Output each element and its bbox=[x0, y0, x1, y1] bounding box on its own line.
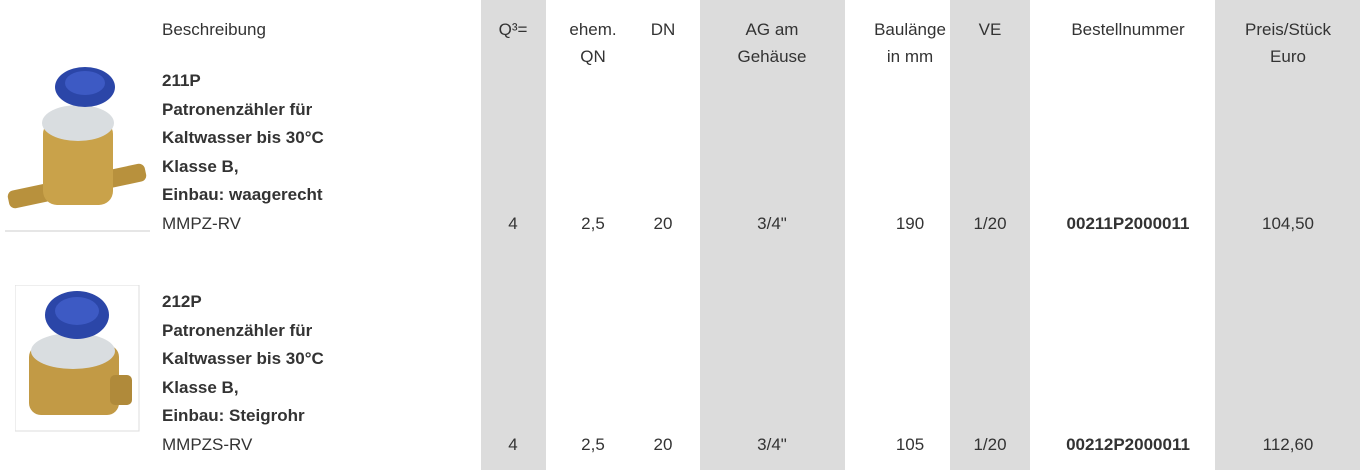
cell-text: Gehäuse bbox=[737, 47, 807, 66]
cell-text: ehem. bbox=[569, 20, 617, 39]
cell-text: Preis/Stück bbox=[1245, 20, 1331, 39]
cell-text: 2,5 bbox=[581, 434, 605, 454]
cell-text: Bestellnummer bbox=[1071, 20, 1185, 39]
column-shade bbox=[700, 0, 845, 470]
cell-text: Euro bbox=[1270, 47, 1306, 66]
cell-text: 212P bbox=[162, 292, 202, 311]
cell-text: Einbau: waagerecht bbox=[162, 185, 323, 204]
cell-text: Baulänge bbox=[874, 20, 946, 39]
cell-text: 104,50 bbox=[1262, 213, 1314, 233]
cell-text: 00211P2000011 bbox=[1066, 213, 1190, 233]
column-shade bbox=[1215, 0, 1360, 470]
cell-text: DN bbox=[650, 20, 676, 39]
cell-text: VE bbox=[978, 20, 1002, 39]
cell-text: AG am bbox=[745, 20, 799, 39]
cell-text: Klasse B, bbox=[162, 377, 239, 397]
cell-text: 211P bbox=[162, 71, 201, 90]
cell-text: Patronenzähler für bbox=[162, 99, 313, 119]
cell-text: Einbau: Steigrohr bbox=[162, 406, 305, 425]
cell-text: 112,60 bbox=[1262, 434, 1314, 454]
cell-text: 00212P2000011 bbox=[1066, 434, 1190, 454]
cell-text: 3/4" bbox=[757, 213, 787, 233]
cell-text: 20 bbox=[653, 213, 673, 233]
cell-text: QN bbox=[580, 47, 606, 66]
cell-text: in mm bbox=[886, 47, 934, 66]
cell-text: Q³= bbox=[498, 20, 528, 39]
cell-text: Klasse B, bbox=[162, 156, 239, 176]
column-shade bbox=[481, 0, 546, 470]
product-image bbox=[5, 67, 150, 232]
cell-text: 3/4" bbox=[757, 434, 787, 454]
cell-text: 105 bbox=[895, 434, 925, 454]
cell-text: Kaltwasser bis 30°C bbox=[162, 128, 324, 147]
cell-text: 2,5 bbox=[581, 213, 605, 233]
cell-text: Patronenzähler für bbox=[162, 320, 313, 340]
product-image bbox=[15, 285, 140, 432]
cell-text: 1/20 bbox=[973, 213, 1007, 233]
cell-text: Kaltwasser bis 30°C bbox=[162, 349, 324, 368]
cell-text: 20 bbox=[653, 434, 673, 454]
cell-text: 4 bbox=[508, 213, 518, 233]
cell-text: 190 bbox=[895, 213, 925, 233]
cell-text: MMPZS-RV bbox=[162, 434, 253, 454]
cell-text: 4 bbox=[508, 434, 518, 454]
cell-text: MMPZ-RV bbox=[162, 213, 242, 233]
cell-text: 1/20 bbox=[973, 434, 1007, 454]
cell-text: Beschreibung bbox=[162, 20, 266, 39]
column-shade bbox=[950, 0, 1030, 470]
